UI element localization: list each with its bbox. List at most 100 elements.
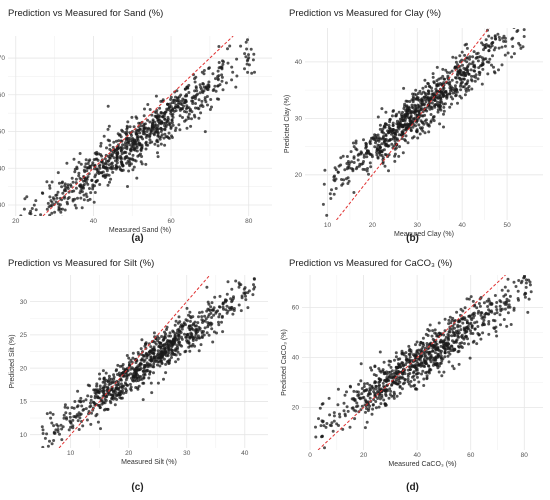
- panel-label: (b): [406, 233, 419, 244]
- data-point: [503, 307, 507, 311]
- y-tick-label: 30: [0, 202, 5, 209]
- data-point: [463, 306, 467, 310]
- data-point: [133, 370, 137, 374]
- data-point: [210, 316, 214, 319]
- data-point: [152, 355, 156, 359]
- data-point: [423, 355, 427, 359]
- data-point: [193, 80, 197, 84]
- data-point: [192, 328, 196, 332]
- data-point: [426, 356, 429, 360]
- data-point: [453, 347, 457, 351]
- data-point: [481, 331, 485, 335]
- data-point: [428, 107, 432, 111]
- data-point: [163, 117, 167, 121]
- data-point: [128, 152, 132, 156]
- data-point: [77, 428, 81, 431]
- data-point: [422, 95, 426, 99]
- data-point: [61, 425, 65, 429]
- data-point: [510, 55, 514, 59]
- data-point: [99, 141, 103, 145]
- data-point: [52, 431, 56, 435]
- data-point: [436, 353, 440, 357]
- data-point: [96, 169, 100, 173]
- data-point: [426, 364, 430, 368]
- data-point: [160, 359, 164, 363]
- data-point: [109, 177, 113, 181]
- data-point: [457, 319, 461, 323]
- data-point: [196, 106, 200, 110]
- data-point: [512, 280, 516, 284]
- data-point: [442, 125, 445, 129]
- data-point: [197, 98, 201, 102]
- data-point: [148, 352, 152, 356]
- data-point: [446, 336, 450, 340]
- data-point: [153, 142, 157, 146]
- data-point: [94, 414, 98, 418]
- data-point: [467, 342, 470, 346]
- data-point: [180, 327, 184, 331]
- data-point: [150, 123, 154, 127]
- y-tick-label: 40: [295, 59, 303, 66]
- data-point: [522, 28, 526, 32]
- data-point: [147, 127, 151, 131]
- data-point: [427, 369, 431, 373]
- data-point: [485, 299, 489, 303]
- data-point: [398, 391, 402, 395]
- data-point: [426, 123, 430, 127]
- data-point: [381, 381, 385, 385]
- data-point: [383, 371, 387, 375]
- data-point: [161, 115, 165, 118]
- data-point: [439, 356, 443, 360]
- data-point: [382, 125, 386, 129]
- data-point: [45, 432, 49, 436]
- data-point: [356, 404, 360, 408]
- data-point: [413, 92, 416, 96]
- data-point: [400, 137, 404, 141]
- data-point: [460, 80, 464, 84]
- data-point: [498, 38, 502, 42]
- data-point: [198, 83, 202, 87]
- data-point: [458, 342, 462, 345]
- data-point: [418, 343, 422, 347]
- data-point: [440, 100, 444, 104]
- data-point: [405, 360, 409, 364]
- data-point: [443, 351, 447, 354]
- data-point: [421, 336, 425, 340]
- panel-label: (c): [131, 482, 144, 493]
- data-point: [474, 73, 478, 77]
- data-point: [362, 138, 365, 142]
- data-point: [67, 190, 71, 194]
- data-point: [177, 329, 181, 333]
- data-point: [332, 192, 336, 196]
- data-point: [32, 203, 36, 207]
- data-point: [84, 398, 88, 402]
- data-point: [50, 204, 54, 207]
- data-point: [47, 205, 51, 209]
- data-point: [346, 409, 350, 413]
- y-axis-label: Predicted Clay (%): [284, 95, 291, 153]
- data-point: [135, 176, 139, 180]
- data-point: [389, 129, 393, 133]
- data-point: [130, 366, 134, 370]
- data-point: [412, 374, 416, 378]
- data-point: [199, 343, 203, 347]
- data-point: [346, 165, 350, 169]
- data-point: [398, 385, 402, 389]
- data-point: [384, 394, 388, 398]
- data-point: [196, 334, 200, 338]
- y-tick-label: 40: [292, 355, 300, 362]
- x-tick-label: 0: [308, 452, 312, 459]
- data-point: [367, 407, 371, 411]
- data-point: [252, 283, 255, 287]
- data-point: [420, 363, 424, 367]
- data-point: [449, 321, 453, 325]
- data-point: [51, 412, 55, 416]
- data-point: [505, 302, 509, 306]
- data-point: [165, 135, 169, 139]
- data-point: [412, 378, 416, 382]
- y-tick-label: 40: [0, 165, 5, 172]
- data-point: [106, 104, 110, 108]
- data-point: [108, 143, 112, 147]
- data-point: [403, 102, 407, 106]
- data-point: [173, 323, 177, 327]
